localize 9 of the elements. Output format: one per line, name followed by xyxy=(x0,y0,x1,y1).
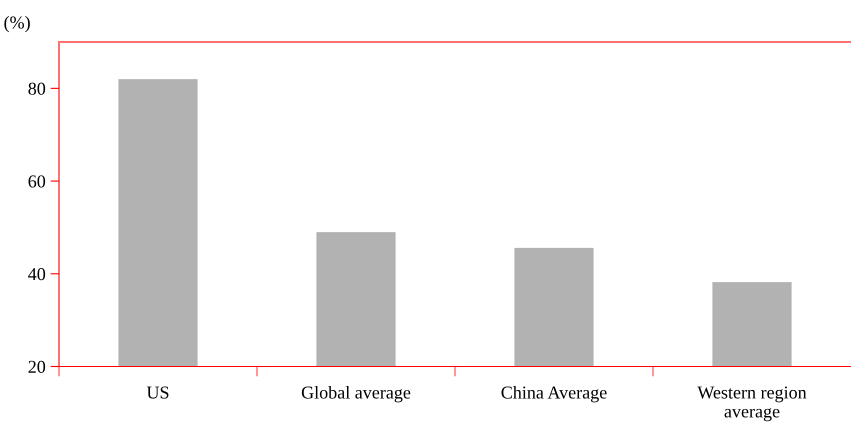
x-tick-label: US xyxy=(146,386,168,399)
x-tick-label: China Average xyxy=(502,386,607,402)
y-axis-title: (%) xyxy=(4,16,30,32)
y-tick-label: 20 xyxy=(28,360,46,373)
y-tick-label: 80 xyxy=(28,82,46,95)
y-tick-label: 60 xyxy=(28,175,46,188)
y-tick-label: 40 xyxy=(28,268,46,280)
x-tick-label: Western region average xyxy=(697,386,806,422)
x-tick-label: Global average xyxy=(302,386,410,402)
